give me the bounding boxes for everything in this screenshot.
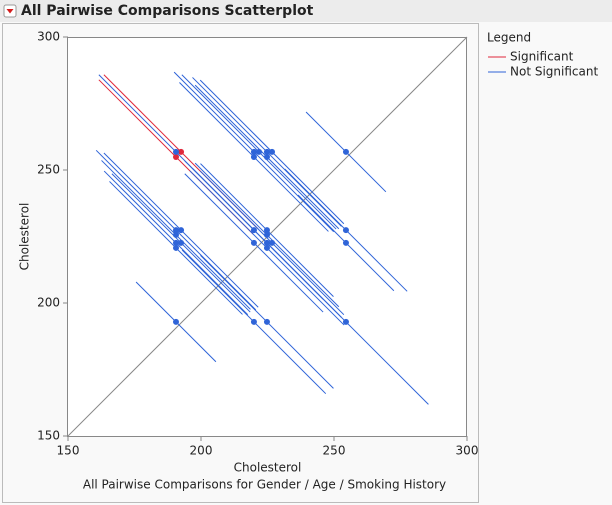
point — [172, 227, 179, 234]
x-tick-label: 250 — [323, 444, 346, 458]
y-axis-label: Cholesterol — [18, 203, 32, 271]
legend-title: Legend — [487, 31, 531, 45]
x-tick-label: 200 — [190, 444, 213, 458]
point — [178, 239, 185, 246]
point — [250, 148, 257, 155]
point — [172, 239, 179, 246]
legend-label: Not Significant — [510, 65, 598, 79]
point — [172, 244, 179, 251]
point — [250, 239, 257, 246]
point — [263, 239, 270, 246]
point — [250, 227, 257, 234]
panel-title: All Pairwise Comparisons Scatterplot — [21, 3, 314, 19]
point — [263, 148, 270, 155]
point — [172, 148, 179, 155]
point — [342, 227, 349, 234]
header-bar — [0, 0, 612, 22]
point — [178, 148, 185, 155]
y-tick-label: 250 — [37, 163, 60, 177]
point — [172, 231, 179, 238]
point — [178, 227, 185, 234]
point — [342, 148, 349, 155]
point — [172, 318, 179, 325]
point — [342, 318, 349, 325]
point — [263, 318, 270, 325]
x-tick-label: 150 — [57, 444, 80, 458]
point — [172, 153, 179, 160]
menu-triangle[interactable] — [6, 9, 14, 14]
x-axis-label: Cholesterol — [234, 461, 302, 475]
point — [263, 227, 270, 234]
x-axis-sublabel: All Pairwise Comparisons for Gender / Ag… — [83, 478, 446, 492]
point — [255, 148, 262, 155]
point — [269, 239, 276, 246]
y-tick-label: 200 — [37, 296, 60, 310]
point — [250, 318, 257, 325]
point — [342, 239, 349, 246]
point — [263, 153, 270, 160]
point — [263, 231, 270, 238]
point — [250, 153, 257, 160]
y-tick-label: 300 — [37, 30, 60, 44]
point — [263, 244, 270, 251]
y-tick-label: 150 — [37, 429, 60, 443]
legend-label: Significant — [510, 50, 574, 64]
point — [269, 148, 276, 155]
x-tick-label: 300 — [456, 444, 479, 458]
